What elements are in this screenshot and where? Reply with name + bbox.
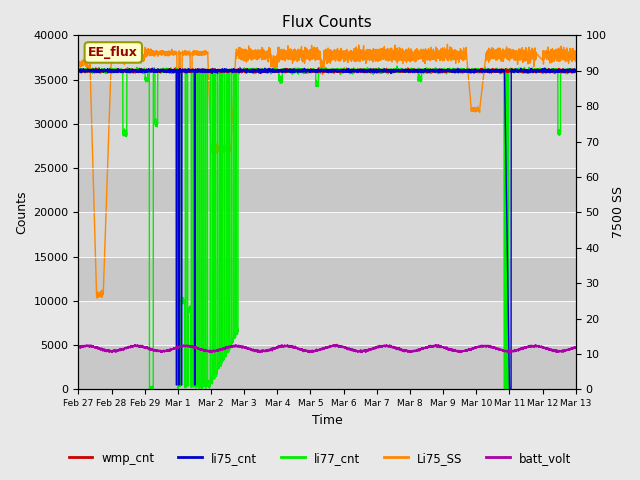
Li75_SS — [75, 61, 83, 67]
wmp_cnt — [314, 65, 322, 71]
X-axis label: Time: Time — [312, 414, 342, 427]
li75_cnt — [190, 68, 198, 73]
Title: Flux Counts: Flux Counts — [282, 15, 372, 30]
Li75_SS — [193, 50, 200, 56]
Li75_SS — [572, 50, 580, 56]
Li75_SS — [444, 42, 451, 48]
li75_cnt — [148, 65, 156, 71]
li77_cnt — [146, 386, 154, 392]
Bar — [79, 301, 576, 345]
Line: batt_volt: batt_volt — [79, 344, 576, 353]
Bar — [79, 124, 576, 168]
batt_volt — [195, 346, 203, 351]
li75_cnt — [193, 68, 200, 74]
Y-axis label: Counts: Counts — [15, 191, 28, 234]
batt_volt — [298, 347, 305, 352]
li75_cnt — [568, 70, 576, 76]
batt_volt — [208, 350, 216, 356]
Legend: wmp_cnt, li75_cnt, li77_cnt, Li75_SS, batt_volt: wmp_cnt, li75_cnt, li77_cnt, Li75_SS, ba… — [64, 447, 576, 469]
wmp_cnt — [195, 68, 203, 73]
li77_cnt — [568, 67, 576, 73]
li75_cnt — [572, 69, 580, 74]
li77_cnt — [75, 67, 83, 72]
li77_cnt — [393, 63, 401, 69]
wmp_cnt — [96, 70, 104, 76]
Bar — [79, 345, 576, 389]
Line: li77_cnt: li77_cnt — [79, 66, 576, 389]
li77_cnt — [572, 67, 580, 72]
Line: wmp_cnt: wmp_cnt — [79, 68, 576, 73]
wmp_cnt — [572, 69, 580, 74]
wmp_cnt — [75, 68, 83, 73]
Li75_SS — [262, 52, 270, 58]
li77_cnt — [193, 381, 200, 387]
Li75_SS — [195, 51, 203, 57]
wmp_cnt — [193, 66, 200, 72]
batt_volt — [190, 344, 198, 349]
Li75_SS — [93, 295, 100, 301]
batt_volt — [262, 348, 270, 353]
Y-axis label: 7500 SS: 7500 SS — [612, 186, 625, 239]
Line: li75_cnt: li75_cnt — [79, 68, 576, 389]
Li75_SS — [568, 51, 576, 57]
li75_cnt — [298, 68, 305, 73]
Bar — [79, 80, 576, 124]
batt_volt — [333, 341, 341, 347]
li77_cnt — [262, 67, 270, 73]
Bar — [79, 257, 576, 301]
Text: EE_flux: EE_flux — [88, 46, 138, 59]
wmp_cnt — [262, 67, 270, 73]
Li75_SS — [298, 47, 305, 53]
Bar — [79, 36, 576, 80]
Bar — [79, 168, 576, 212]
li75_cnt — [75, 69, 83, 74]
li77_cnt — [298, 69, 305, 74]
li75_cnt — [195, 67, 203, 73]
li75_cnt — [506, 386, 513, 392]
wmp_cnt — [298, 67, 305, 73]
Li75_SS — [190, 49, 198, 55]
wmp_cnt — [190, 68, 198, 74]
batt_volt — [75, 345, 83, 350]
li77_cnt — [195, 380, 203, 385]
li77_cnt — [190, 382, 198, 388]
wmp_cnt — [568, 67, 576, 73]
batt_volt — [568, 346, 576, 351]
Line: Li75_SS: Li75_SS — [79, 45, 576, 298]
Bar — [79, 212, 576, 257]
batt_volt — [572, 345, 580, 350]
batt_volt — [193, 345, 200, 350]
li75_cnt — [262, 68, 270, 74]
